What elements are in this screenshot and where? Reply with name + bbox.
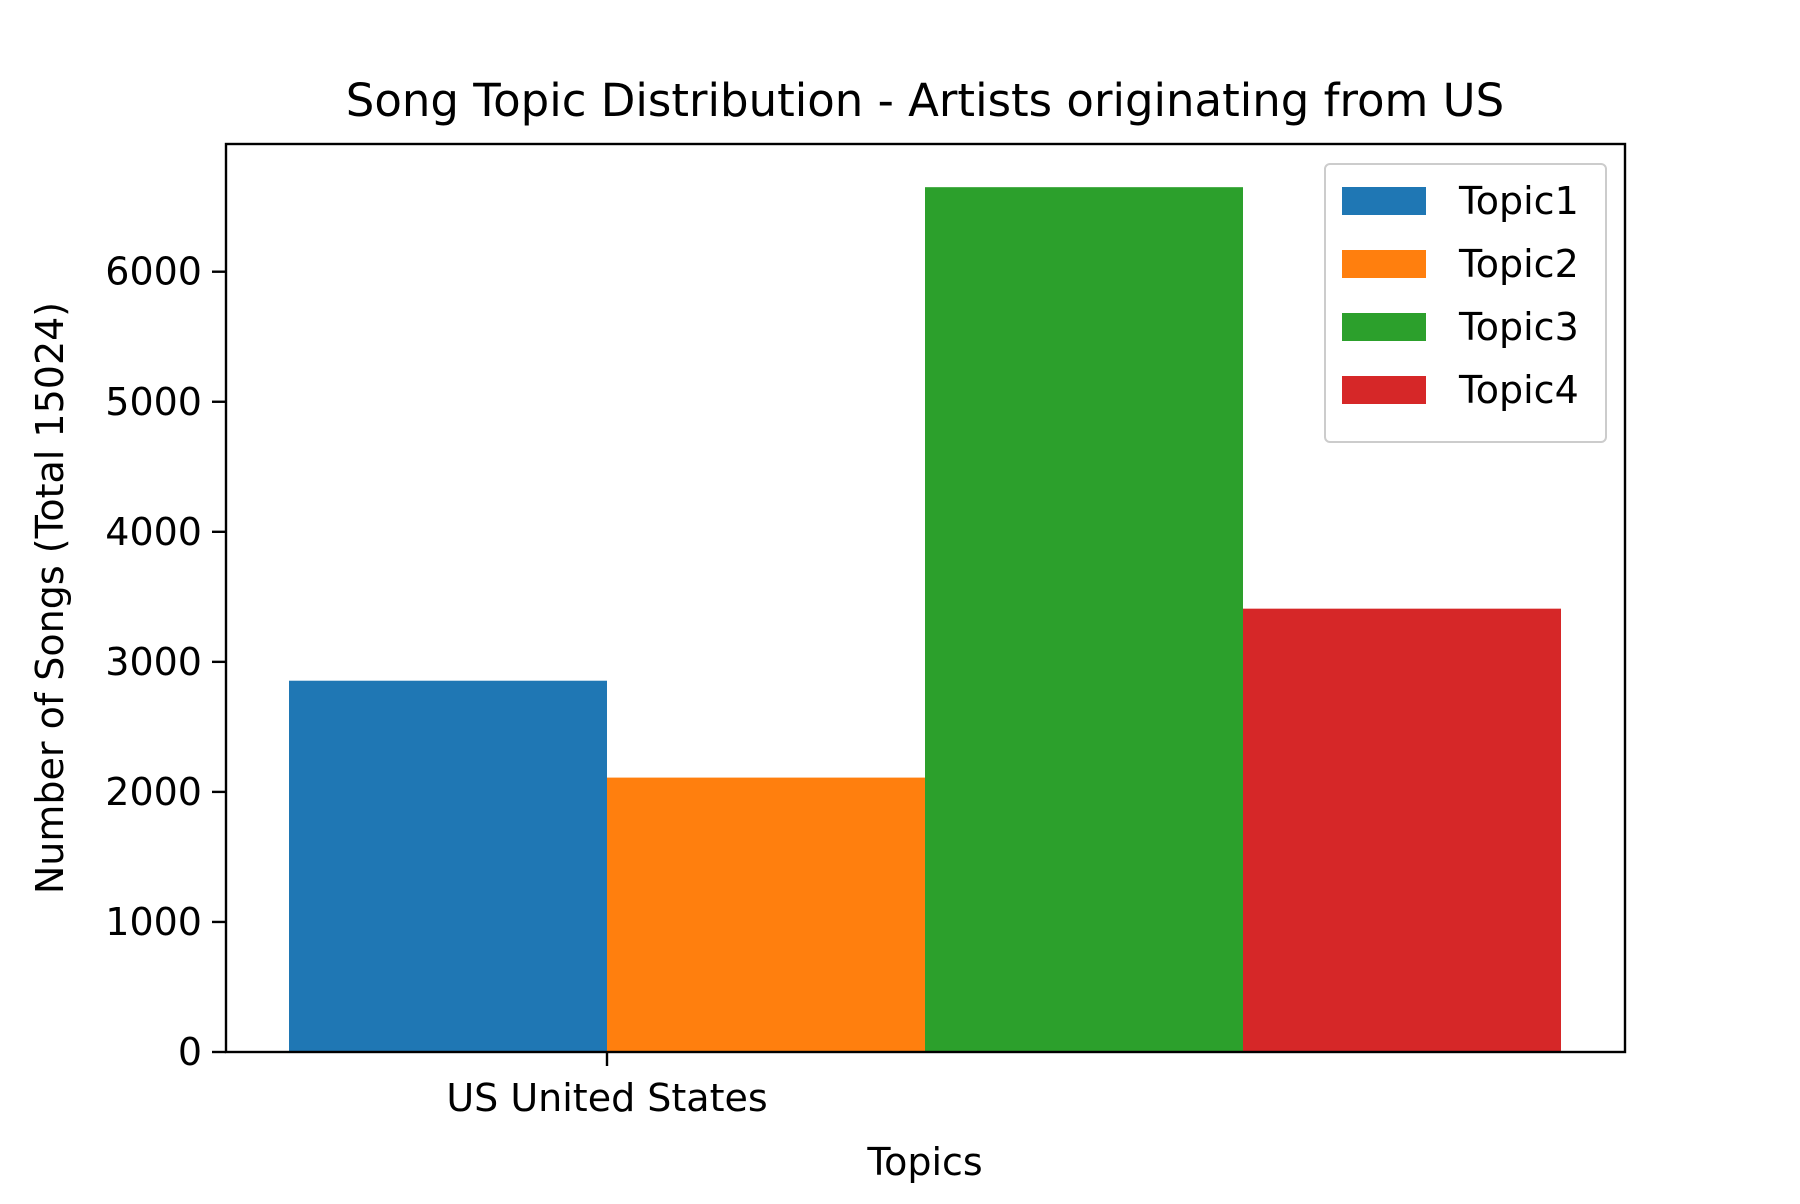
- legend-swatch-topic4: [1342, 376, 1426, 404]
- legend-frame: [1324, 163, 1607, 443]
- legend-label-topic4: Topic4: [1458, 368, 1579, 412]
- y-tick-label: 2000: [105, 770, 202, 814]
- plot-area-frame: [224, 142, 1627, 1054]
- legend: Topic1 Topic2 Topic3 Topic4: [1324, 163, 1607, 443]
- bar-topic1: [289, 680, 607, 1052]
- y-tick-label: 1000: [105, 900, 202, 944]
- x-tick-label: US United States: [446, 1076, 767, 1120]
- legend-label-topic3: Topic3: [1458, 305, 1579, 349]
- x-axis: US United States: [446, 1052, 768, 1120]
- legend-swatch-topic2: [1342, 250, 1426, 278]
- bar-topic2: [607, 777, 925, 1052]
- chart-title: Song Topic Distribution - Artists origin…: [346, 74, 1504, 127]
- bar-topic3: [925, 187, 1243, 1053]
- x-axis-label: Topics: [866, 1140, 982, 1184]
- bars-layer: [289, 187, 1561, 1053]
- bar-topic4: [1243, 608, 1561, 1052]
- y-tick-label: 3000: [105, 640, 202, 684]
- legend-swatch-topic3: [1342, 313, 1426, 341]
- y-tick-label: 0: [178, 1030, 202, 1074]
- y-axis-label: Number of Songs (Total 15024): [28, 302, 72, 894]
- legend-swatch-topic1: [1342, 187, 1426, 215]
- legend-label-topic1: Topic1: [1458, 179, 1579, 223]
- legend-label-topic2: Topic2: [1458, 242, 1579, 286]
- y-axis: 0 1000 2000 3000 4000 5000 6000: [105, 250, 226, 1074]
- y-tick-label: 6000: [105, 250, 202, 294]
- y-tick-label: 4000: [105, 510, 202, 554]
- y-tick-label: 5000: [105, 380, 202, 424]
